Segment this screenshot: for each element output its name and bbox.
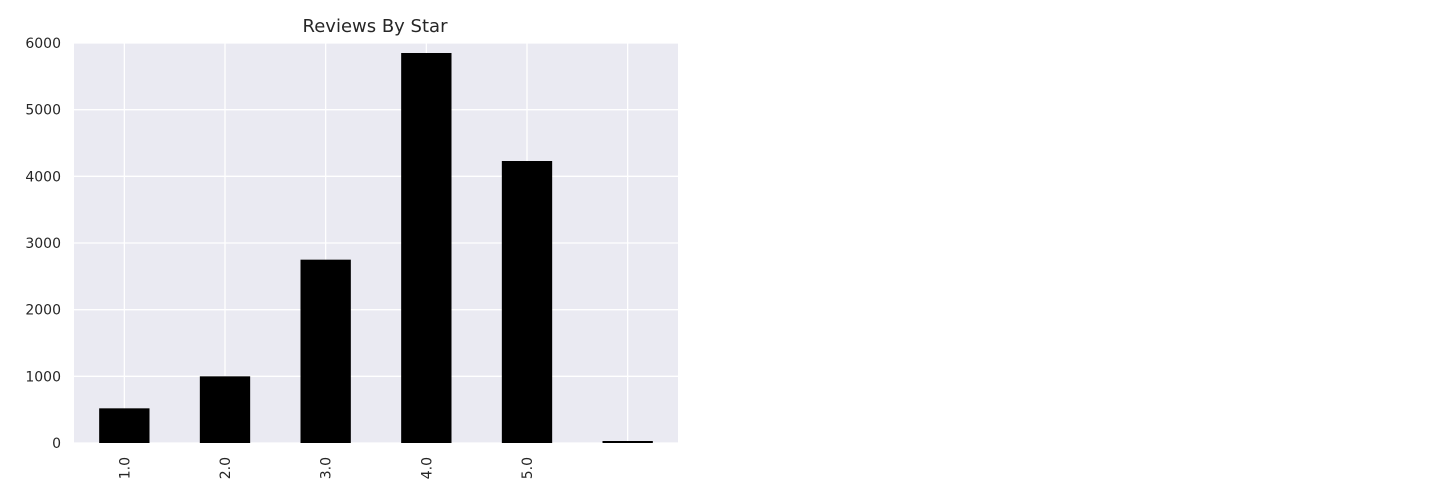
y-tick-label: 5000 [25, 103, 61, 119]
bar [401, 53, 452, 443]
y-tick-label: 0 [52, 436, 61, 452]
x-tick-label: 4.0 [419, 457, 435, 479]
bar [199, 376, 251, 443]
bars [99, 53, 653, 443]
x-tick-label: 3.0 [319, 457, 335, 479]
y-tick-label: 3000 [25, 236, 61, 252]
x-tick-label: 5.0 [520, 457, 536, 479]
y-axis-ticks: 0 1000 2000 3000 4000 5000 6000 [25, 36, 61, 452]
bar [602, 441, 653, 443]
y-tick-label: 4000 [25, 169, 61, 185]
chart-title: Reviews By Star [303, 16, 449, 37]
y-tick-label: 6000 [25, 36, 61, 52]
y-tick-label: 1000 [25, 369, 61, 385]
x-axis-ticks: 1.0 2.0 3.0 4.0 5.0 [117, 457, 536, 479]
bar [501, 161, 553, 443]
x-tick-label: 2.0 [218, 457, 234, 479]
bar [99, 408, 150, 443]
bar [300, 259, 351, 443]
x-tick-label: 1.0 [117, 457, 133, 479]
y-tick-label: 2000 [25, 303, 61, 319]
